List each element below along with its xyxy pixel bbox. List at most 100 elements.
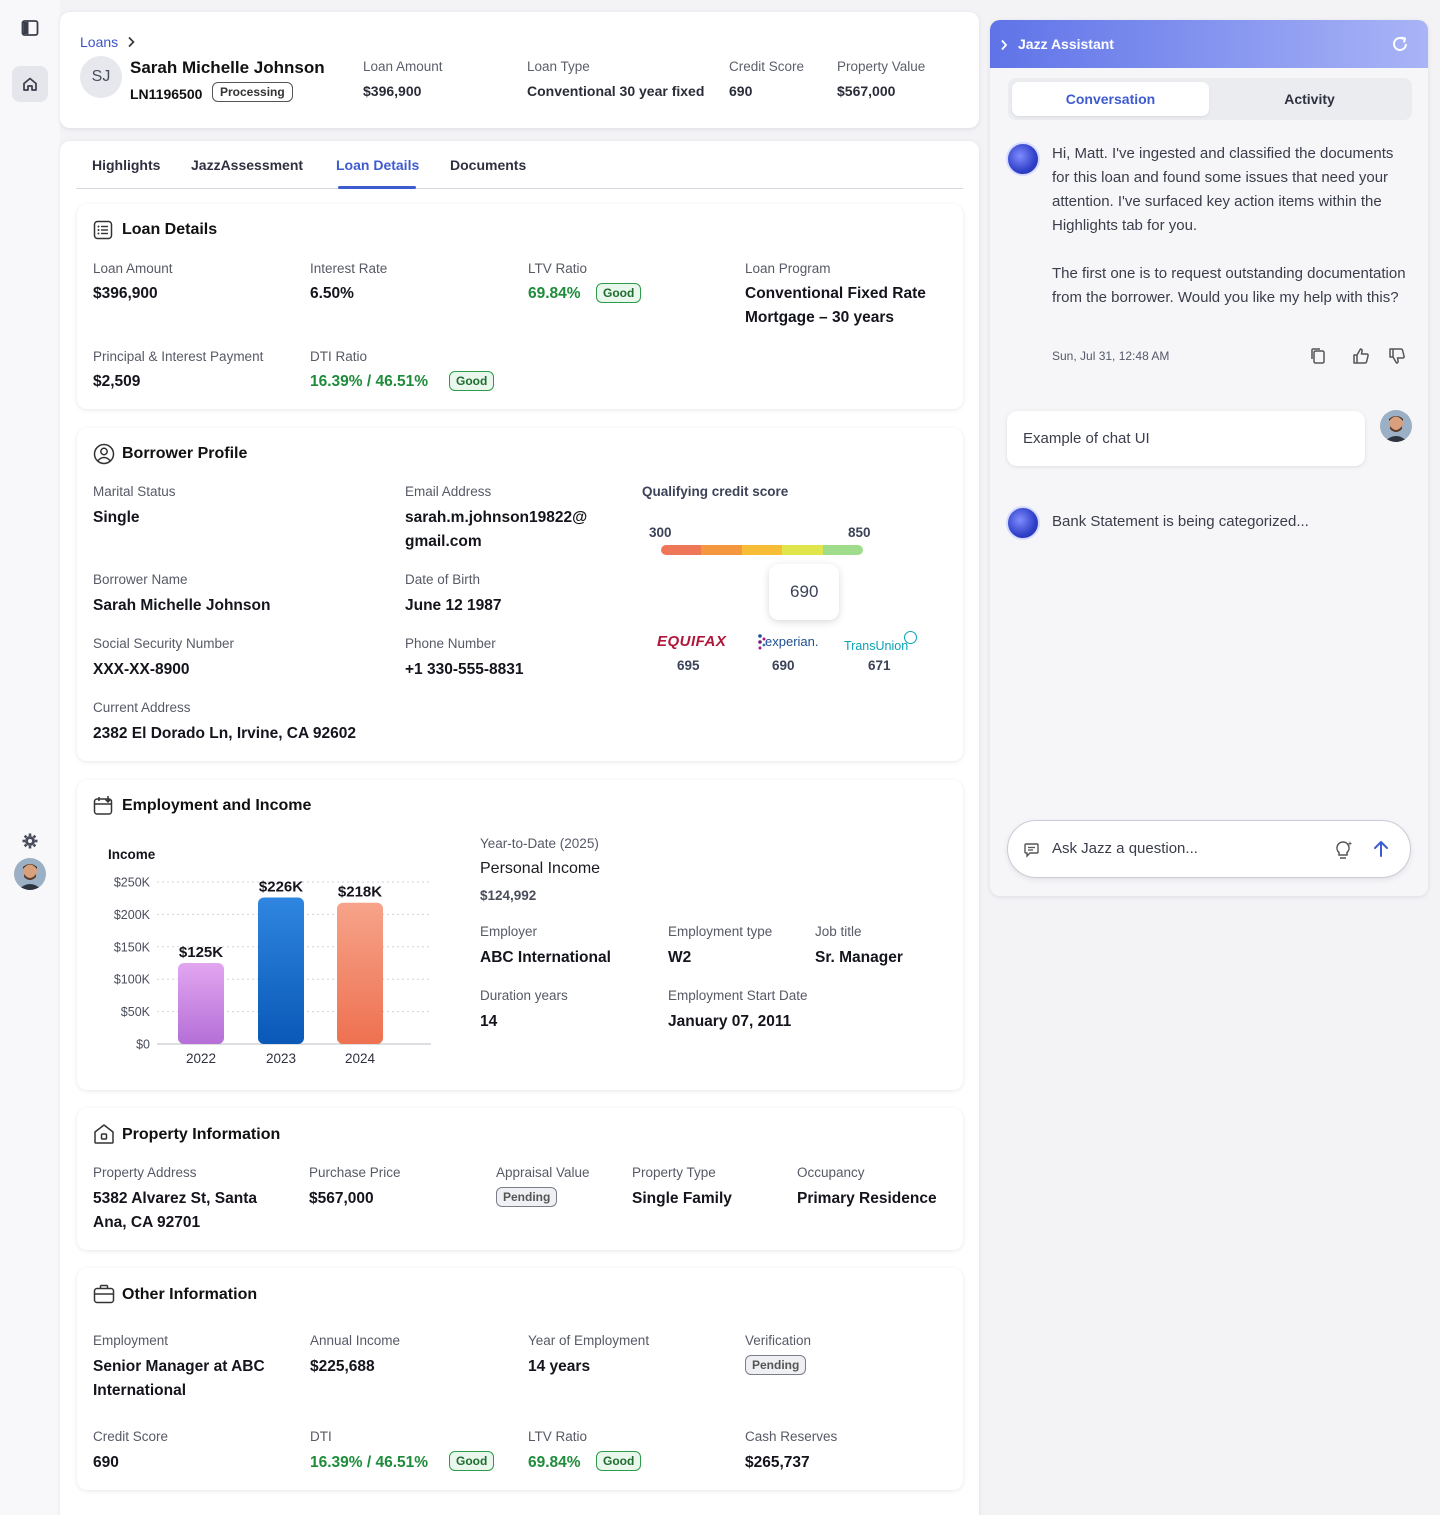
good-badge: Good — [596, 283, 642, 303]
assistant-header: Jazz Assistant — [990, 20, 1428, 68]
field-label: Employer — [480, 924, 538, 939]
tab-loan-details[interactable]: Loan Details — [336, 157, 420, 173]
purchase-price-value: $567,000 — [309, 1190, 374, 1207]
tab-conversation[interactable]: Conversation — [1012, 82, 1209, 116]
lightbulb-icon[interactable] — [1334, 839, 1354, 866]
ask-jazz-input-box[interactable]: Ask Jazz a question... — [1007, 820, 1411, 878]
header-stat-value: $396,900 — [363, 83, 422, 99]
marital-status-value: Single — [93, 509, 140, 526]
dti-value: 16.39% / 46.51% — [310, 373, 429, 390]
tab-jazz-assessment[interactable]: JazzAssessment — [191, 157, 304, 173]
header-stat-label: Property Value — [837, 59, 926, 74]
y-tick-label: $100K — [114, 973, 151, 987]
briefcase-icon — [93, 1284, 115, 1309]
field-label: Employment — [93, 1333, 169, 1348]
thumbs-up-icon[interactable] — [1352, 347, 1370, 370]
breadcrumb-loans[interactable]: Loans — [80, 34, 119, 50]
message-timestamp: Sun, Jul 31, 12:48 AM — [1052, 349, 1170, 363]
tab-activity[interactable]: Activity — [1284, 91, 1335, 107]
occupancy-value: Primary Residence — [797, 1190, 937, 1207]
field-label: DTI — [310, 1429, 332, 1444]
house-icon — [93, 1123, 115, 1150]
property-info-section: Property Information Property Address 53… — [77, 1108, 963, 1250]
jazz-bot-avatar — [1006, 506, 1040, 540]
credit-score-value: 690 — [790, 582, 819, 601]
field-label: Duration years — [480, 988, 568, 1003]
x-tick-label: 2022 — [186, 1051, 216, 1066]
status-message: Bank Statement is being categorized... — [1052, 513, 1309, 530]
header-stat-label: Credit Score — [729, 59, 805, 74]
assistant-title: Jazz Assistant — [1018, 36, 1114, 52]
assistant-message: Hi, Matt. I've ingested and classified t… — [1052, 145, 1394, 234]
good-badge: Good — [449, 371, 495, 391]
experian-logo-icon — [757, 633, 767, 656]
borrower-name: Sarah Michelle Johnson — [130, 58, 325, 77]
pi-payment-value: $2,509 — [93, 373, 141, 390]
email-value: sarah.m.johnson19822@ — [405, 509, 588, 526]
copy-icon[interactable] — [1310, 347, 1326, 370]
refresh-icon[interactable] — [1390, 34, 1410, 59]
loan-details-section: Loan Details Loan Amount $396,900 Intere… — [77, 204, 963, 409]
active-tab-indicator — [338, 186, 416, 189]
chevron-right-icon — [126, 35, 136, 53]
sidebar-toggle-icon[interactable] — [12, 10, 48, 46]
income-bar — [337, 902, 383, 1044]
employment-income-section: Employment and Income Income $0 $50K $100K $… — [77, 780, 963, 1090]
loan-program-value: Mortgage – 30 years — [745, 309, 895, 326]
y-tick-label: $50K — [121, 1005, 151, 1019]
field-label: Annual Income — [310, 1333, 401, 1348]
header-stat-value: 690 — [729, 83, 753, 99]
ssn-value: XXX-XX-8900 — [93, 661, 190, 678]
borrower-profile-section: Borrower Profile Marital Status Single E… — [77, 428, 963, 761]
ask-jazz-input[interactable]: Ask Jazz a question... — [1052, 840, 1198, 857]
section-title: Loan Details — [122, 221, 218, 238]
field-label: Principal & Interest Payment — [93, 349, 264, 364]
section-title: Employment and Income — [122, 797, 312, 814]
field-label: Interest Rate — [310, 261, 388, 276]
address-value: 2382 El Dorado Ln, Irvine, CA 92602 — [93, 725, 357, 742]
field-label: Year of Employment — [528, 1333, 650, 1348]
tab-highlights[interactable]: Highlights — [92, 157, 161, 173]
loan-program-value: Conventional Fixed Rate — [745, 285, 926, 302]
status-badge: Processing — [212, 82, 293, 102]
bar-data-label: $226K — [259, 879, 303, 896]
good-badge: Good — [449, 1451, 495, 1471]
loan-header-card: Loans SJ Sarah Michelle Johnson LN119650… — [60, 12, 979, 128]
collapse-chevron-icon[interactable] — [1000, 38, 1008, 56]
experian-score: 690 — [772, 658, 795, 673]
user-message-bubble: Example of chat UI — [1007, 411, 1365, 466]
header-stat-value: Conventional 30 year fixed — [527, 83, 705, 99]
transunion-logo-icon — [904, 631, 917, 644]
personal-income-label: Personal Income — [480, 860, 601, 877]
assistant-message: The first one is to request outstanding … — [1052, 265, 1406, 306]
x-tick-label: 2024 — [345, 1051, 376, 1066]
send-arrow-icon[interactable] — [1372, 839, 1390, 864]
y-tick-label: $250K — [114, 876, 151, 890]
list-icon — [93, 220, 113, 245]
employment-type-value: W2 — [668, 949, 692, 966]
field-label: Property Address — [93, 1165, 197, 1180]
x-tick-label: 2023 — [266, 1051, 296, 1066]
credit-max-label: 850 — [848, 525, 871, 540]
user-avatar — [1380, 410, 1412, 442]
field-label: LTV Ratio — [528, 261, 588, 276]
home-icon[interactable] — [12, 66, 48, 102]
thumbs-down-icon[interactable] — [1388, 347, 1406, 370]
field-label: Appraisal Value — [496, 1165, 590, 1180]
email-value: gmail.com — [405, 533, 482, 550]
pending-badge: Pending — [496, 1187, 558, 1207]
tab-documents[interactable]: Documents — [450, 157, 527, 173]
chat-icon — [1024, 842, 1042, 863]
user-circle-icon — [93, 443, 115, 470]
calendar-download-icon — [93, 795, 115, 822]
assistant-tabs: Conversation Activity — [1008, 78, 1412, 120]
user-avatar[interactable] — [14, 858, 46, 890]
employment-value: International — [93, 1382, 187, 1399]
field-label: DTI Ratio — [310, 349, 368, 364]
settings-gear-icon[interactable] — [12, 823, 48, 859]
section-title: Property Information — [122, 1126, 281, 1143]
field-label: Employment Start Date — [668, 988, 808, 1003]
field-label: Social Security Number — [93, 636, 235, 651]
loan-id: LN1196500 — [130, 86, 203, 102]
credit-score-title: Qualifying credit score — [642, 484, 789, 499]
